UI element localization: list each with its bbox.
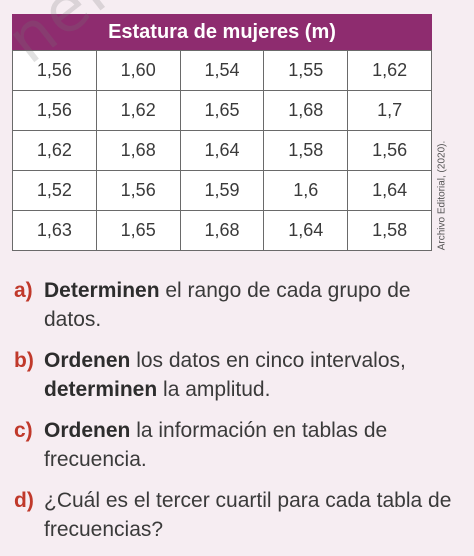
question-letter: a) (14, 279, 33, 302)
table-cell: 1,68 (95, 130, 181, 171)
table-cell: 1,62 (347, 50, 432, 91)
table-row: 1,52 1,56 1,59 1,6 1,64 (12, 170, 432, 211)
table-row: 1,56 1,60 1,54 1,55 1,62 (12, 50, 432, 91)
question-d: d) ¿Cuál es el tercer cuartil para cada … (14, 486, 462, 544)
table-cell: 1,56 (12, 50, 97, 91)
question-body-2: la amplitud. (157, 378, 271, 401)
question-list: a) Determinen el rango de cada grupo de … (14, 276, 462, 556)
image-credit-text: Archivo Editorial, (2020). (436, 140, 448, 250)
question-letter: d) (14, 489, 34, 512)
table-cell: 1,64 (347, 170, 432, 211)
table-cell: 1,62 (95, 90, 181, 131)
question-body: el rango de cada grupo de datos. (44, 279, 411, 331)
question-a: a) Determinen el rango de cada grupo de … (14, 276, 462, 334)
table-cell: 1,68 (179, 210, 265, 251)
table-cell: 1,58 (347, 210, 432, 251)
table-cell: 1,55 (263, 50, 349, 91)
question-text: Ordenen los datos en cinco intervalos, d… (44, 346, 462, 404)
question-c: c) Ordenen la información en tablas de f… (14, 416, 462, 474)
table-cell: 1,64 (263, 210, 349, 251)
table-cell: 1,65 (95, 210, 181, 251)
table-cell: 1,63 (12, 210, 97, 251)
table-cell: 1,59 (179, 170, 265, 211)
question-text: Ordenen la información en tablas de frec… (44, 416, 462, 474)
table-cell: 1,56 (347, 130, 432, 171)
table-cell: 1,62 (12, 130, 97, 171)
question-text: ¿Cuál es el tercer cuartil para cada tab… (44, 486, 462, 544)
table-cell: 1,64 (179, 130, 265, 171)
table-cell: 1,52 (12, 170, 97, 211)
question-verb-2: determinen (44, 378, 158, 401)
table-cell: 1,54 (179, 50, 265, 91)
question-body: la información en tablas de frecuencia. (44, 419, 388, 471)
heights-table: Estatura de mujeres (m) 1,56 1,60 1,54 1… (12, 14, 432, 251)
table-title: Estatura de mujeres (m) (12, 14, 432, 50)
question-text: Determinen el rango de cada grupo de dat… (44, 276, 462, 334)
question-b: b) Ordenen los datos en cinco intervalos… (14, 346, 462, 404)
table-cell: 1,65 (179, 90, 265, 131)
table-row: 1,63 1,65 1,68 1,64 1,58 (12, 210, 432, 251)
table-cell: 1,6 (263, 170, 349, 211)
question-body: los datos en cinco intervalos, (130, 349, 406, 372)
question-verb: Ordenen (44, 349, 131, 372)
question-verb: Ordenen (44, 419, 131, 442)
image-credit: Archivo Editorial, (2020). (432, 130, 452, 260)
table-row: 1,56 1,62 1,65 1,68 1,7 (12, 90, 432, 131)
table-cell: 1,58 (263, 130, 349, 171)
question-letter: c) (14, 419, 33, 442)
table-cell: 1,7 (347, 90, 432, 131)
table-cell: 1,68 (263, 90, 349, 131)
question-body: ¿Cuál es el tercer cuartil para cada tab… (44, 489, 452, 541)
question-letter: b) (14, 349, 34, 372)
table-cell: 1,60 (95, 50, 181, 91)
question-verb: Determinen (44, 279, 160, 302)
table-cell: 1,56 (12, 90, 97, 131)
table-title-text: Estatura de mujeres (m) (108, 20, 336, 43)
table-row: 1,62 1,68 1,64 1,58 1,56 (12, 130, 432, 171)
data-grid: 1,56 1,60 1,54 1,55 1,62 1,56 1,62 1,65 … (12, 50, 432, 251)
table-cell: 1,56 (95, 170, 181, 211)
